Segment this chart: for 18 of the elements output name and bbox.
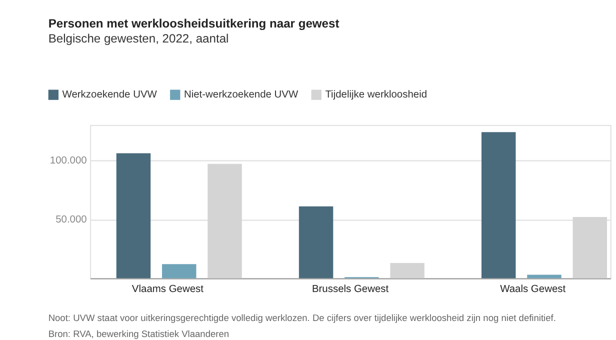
text: Noot: UVW staat voor uitkeringsgerechtigde volledig werklozen. De cijfers over tijdelijke werkloosheid zijn nog niet definitief.: [48, 313, 556, 324]
chart-title: Personen met werkloosheidsuitkering naar gewest: [48, 16, 340, 30]
y-tick-label: 100.000: [50, 156, 88, 167]
chart-subtitle: Belgische gewesten, 2022, aantal: [48, 31, 229, 46]
x-tick-label: Waals Gewest: [500, 284, 566, 295]
bar: [116, 153, 151, 278]
y-tick-label: 50.000: [56, 214, 88, 226]
x-tick-label: Vlaams Gewest: [132, 284, 204, 295]
text: Bron: RVA, bewerking Statistiek Vlaanderen: [48, 328, 230, 339]
bar: [162, 264, 196, 278]
bar: [390, 262, 424, 278]
legend-label: Niet-werkzoekende UVW: [184, 90, 298, 101]
x-tick-label: Brussels Gewest: [312, 284, 389, 295]
bar: [298, 206, 334, 278]
legend-label: Werkzoekende UVW: [62, 90, 158, 101]
bar: [481, 132, 516, 278]
bar: [527, 274, 562, 278]
legend-label: Tijdelijke werkloosheid: [325, 90, 428, 101]
